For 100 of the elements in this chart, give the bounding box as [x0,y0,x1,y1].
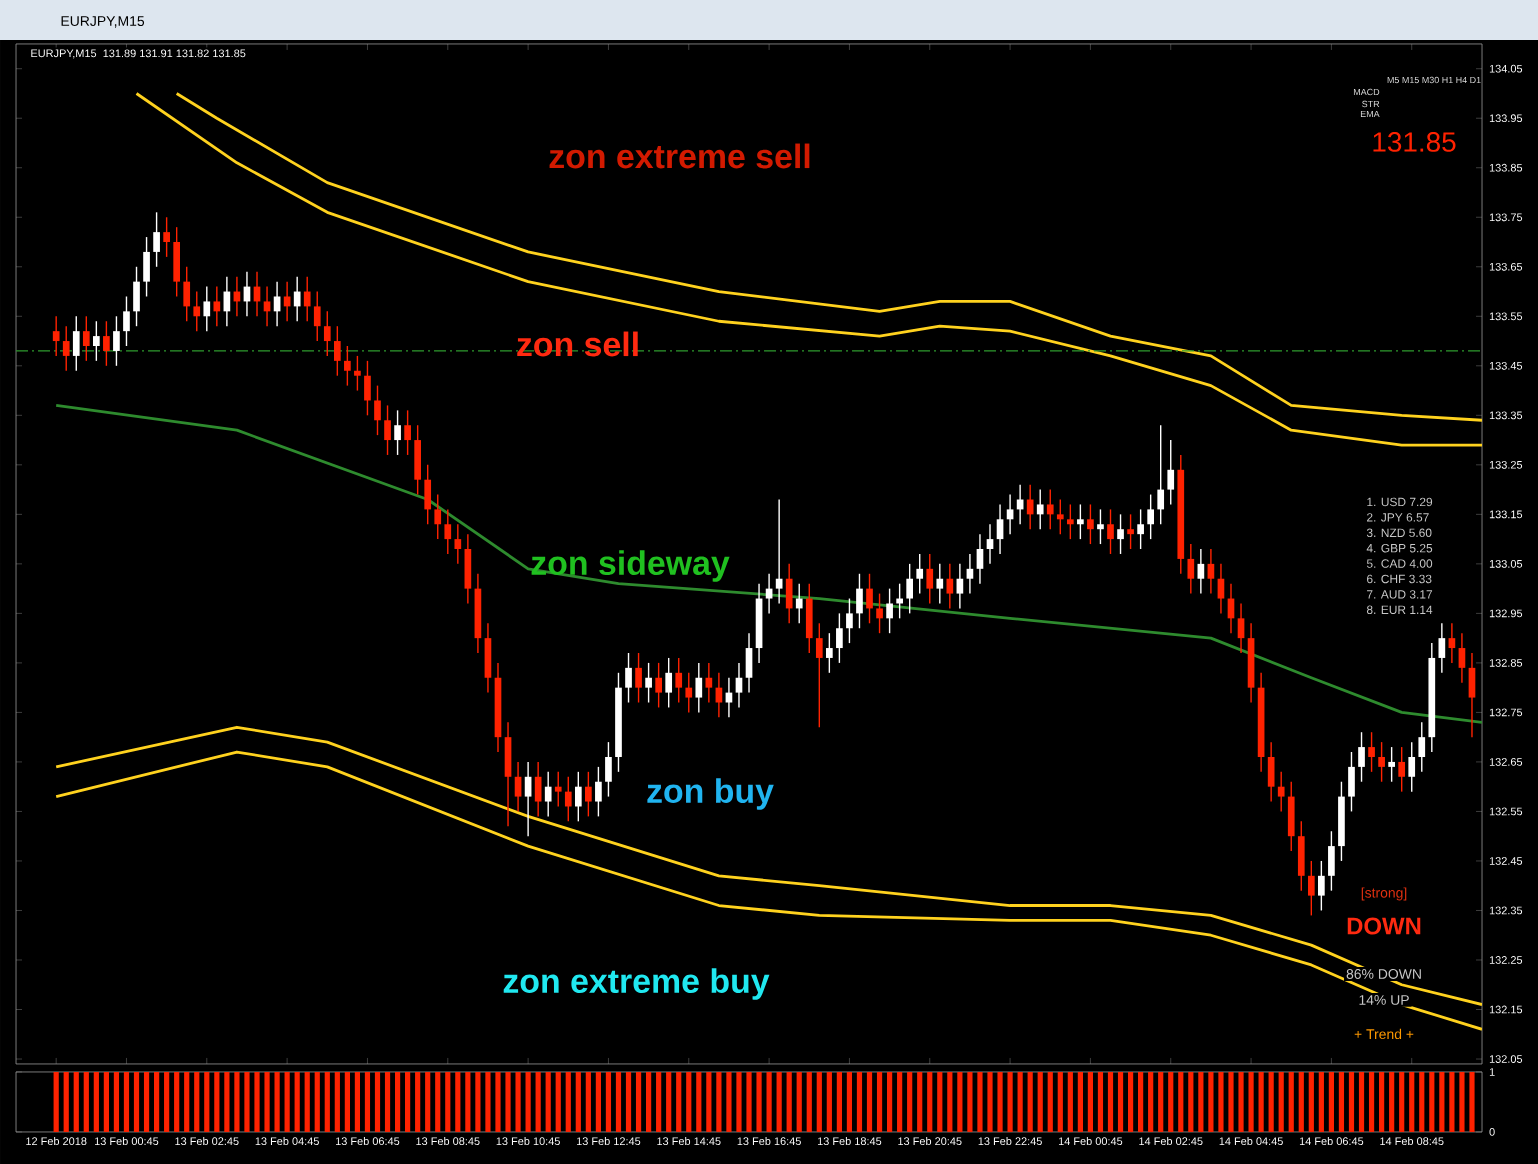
candlestick [635,652,642,704]
candlestick [625,652,632,704]
candlestick [946,563,954,610]
candlestick [123,295,130,347]
candlestick [173,226,181,298]
candlestick [1006,493,1014,535]
candlestick [1267,741,1275,803]
candlestick [133,266,140,327]
candlestick [1438,622,1446,674]
candlestick [826,632,833,674]
candlestick [143,236,150,298]
candlestick [665,657,673,709]
candlestick [414,424,422,496]
candlestick [72,315,80,372]
candlestick [906,563,914,615]
candlestick [1026,483,1034,530]
candlestick [333,325,341,377]
candlestick [464,533,472,605]
candlestick [344,345,351,387]
candlestick [956,563,964,610]
candlestick [374,384,381,436]
candlestick [1277,771,1285,813]
candlestick [1318,860,1325,912]
candlestick [1207,548,1215,595]
candlestick [1378,741,1385,783]
candlestick [1197,548,1205,595]
candlestick [404,409,411,456]
candlestick [695,662,703,714]
annotation: 131.85 [1373,132,1456,152]
candlestick [1217,563,1225,615]
candlestick [705,662,713,704]
candlestick [434,493,442,540]
candlestick [735,662,743,709]
candlestick [1157,424,1165,525]
candlestick [163,216,170,258]
candlestick [534,761,542,818]
candlestick [574,771,582,823]
candlestick [1137,508,1144,550]
candlestick [926,553,934,605]
candlestick [384,404,391,456]
candlestick [795,582,803,624]
candlestick [444,508,452,555]
candlestick [323,310,331,357]
candlestick [1398,746,1406,793]
candlestick [1368,731,1375,773]
candlestick [193,290,201,332]
candlestick [836,612,843,664]
candlestick [996,503,1004,555]
candlestick [1448,622,1456,664]
candlestick [765,573,773,615]
candlestick [916,553,924,595]
candlestick [936,563,944,605]
annotation: zon sideway [531,550,730,582]
candlestick [1468,652,1476,738]
candlestick [876,592,883,634]
candlestick [263,285,271,327]
candlestick [203,285,211,332]
candlestick [1046,488,1054,530]
candlestick [1388,746,1395,783]
candlestick [103,320,110,367]
candlestick [213,285,221,327]
candlestick [966,553,974,595]
candlestick [1418,721,1426,773]
annotation: zon buy [647,778,774,810]
candlestick [715,672,723,719]
candlestick [273,280,281,327]
candlestick [585,771,592,818]
candlestick [846,597,853,644]
candlestick [82,315,90,362]
candlestick [504,721,512,827]
candlestick [484,622,492,694]
candlestick [595,766,602,818]
candlestick [986,523,994,565]
candlestick [605,741,612,798]
candlestick [454,523,462,565]
candlestick [52,315,60,357]
candlestick [554,771,562,808]
candlestick [856,573,863,629]
candlestick [1117,513,1124,555]
candlestick [675,657,683,704]
candlestick [1307,860,1315,917]
candlestick [354,355,361,392]
candlestick [1056,498,1064,535]
candlestick [645,662,652,704]
annotation: zon extreme sell [549,143,810,169]
candlestick [976,533,984,585]
candlestick [1458,632,1466,684]
candlestick [685,672,693,714]
candlestick [364,360,371,417]
candlestick [313,290,321,342]
candlestick [544,771,552,818]
candlestick [394,409,401,456]
candlestick [93,320,100,362]
candlestick [1077,503,1084,540]
candlestick [1097,508,1104,545]
candlestick [183,266,191,322]
candlestick [303,275,311,322]
candlestick [866,573,873,624]
line-series [54,750,1483,1031]
candlestick [1237,602,1245,654]
